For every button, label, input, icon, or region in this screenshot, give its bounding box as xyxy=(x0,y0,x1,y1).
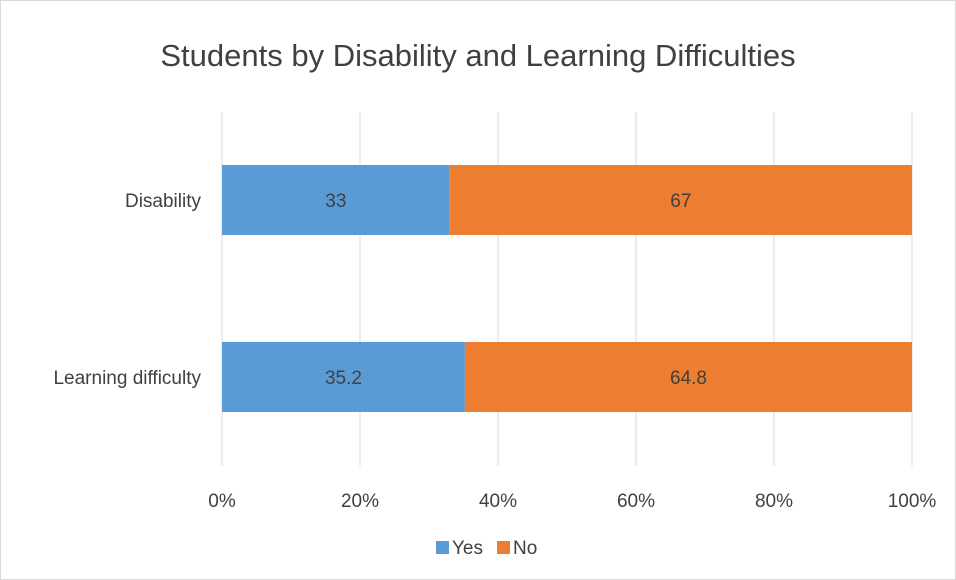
bar xyxy=(222,165,450,235)
chart-title: Students by Disability and Learning Diff… xyxy=(160,38,796,73)
legend: Yes No xyxy=(436,538,537,559)
category-label: Learning difficulty xyxy=(53,368,201,389)
data-label: 35.2 xyxy=(325,368,362,389)
legend-swatch xyxy=(436,541,449,554)
category-labels: Disability Learning difficulty xyxy=(53,191,201,389)
legend-label: Yes xyxy=(452,538,483,559)
x-tick-label: 40% xyxy=(479,491,517,512)
bars xyxy=(222,165,912,412)
bar xyxy=(222,342,465,412)
x-tick-label: 0% xyxy=(208,491,236,512)
bar xyxy=(464,342,912,412)
data-label: 33 xyxy=(325,191,346,212)
x-tick-labels: 0% 20% 40% 60% 80% 100% xyxy=(208,491,936,512)
legend-swatch xyxy=(497,541,510,554)
category-label: Disability xyxy=(125,191,202,212)
bar xyxy=(449,165,912,235)
x-tick-label: 100% xyxy=(888,491,937,512)
x-tick-label: 80% xyxy=(755,491,793,512)
data-label: 64.8 xyxy=(670,368,707,389)
data-label: 67 xyxy=(670,191,691,212)
legend-label: No xyxy=(513,538,537,559)
x-tick-label: 20% xyxy=(341,491,379,512)
x-tick-label: 60% xyxy=(617,491,655,512)
data-labels: 33 67 35.2 64.8 xyxy=(325,191,707,389)
